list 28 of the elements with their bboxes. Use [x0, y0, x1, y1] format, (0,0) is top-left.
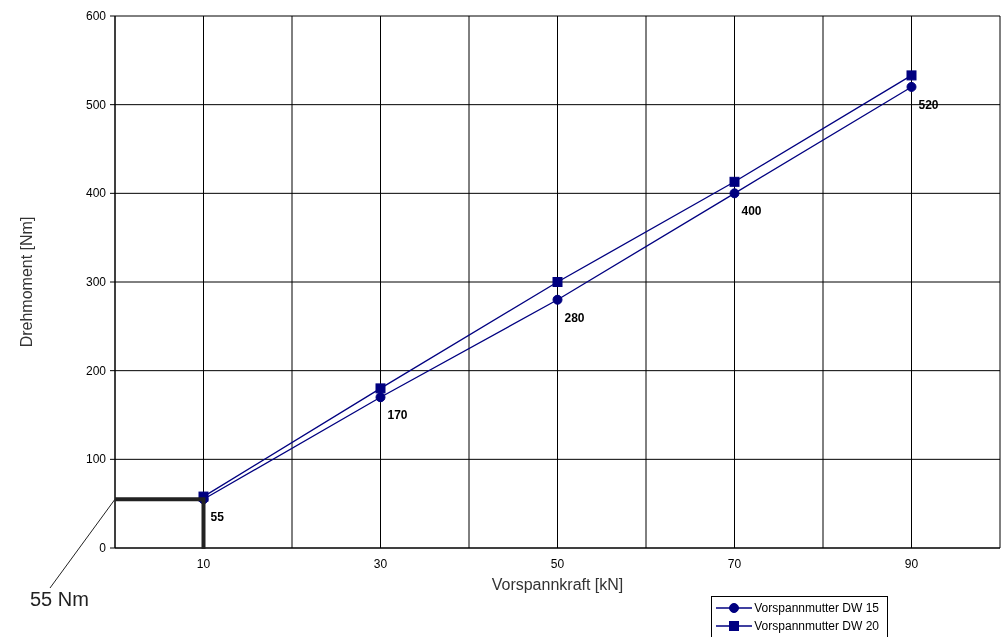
y-tick-label: 300 — [85, 275, 107, 289]
point — [729, 176, 740, 187]
legend-label: Vorspannmutter DW 15 — [754, 601, 879, 615]
point — [729, 188, 740, 199]
legend-label: Vorspannmutter DW 20 — [754, 619, 879, 633]
point — [906, 81, 917, 92]
x-tick-label: 10 — [196, 557, 211, 571]
point — [552, 294, 563, 305]
data-label: 280 — [564, 310, 585, 325]
x-axis-title: Vorspannkraft [kN] — [491, 576, 624, 593]
text: 55 Nm — [30, 588, 89, 611]
x-tick-label: 90 — [904, 557, 919, 571]
y-tick-label: 0 — [99, 541, 107, 555]
y-tick-label: 200 — [85, 363, 107, 378]
data-label: 55 — [210, 510, 225, 525]
point — [906, 70, 917, 81]
point — [552, 277, 563, 287]
point — [375, 383, 386, 394]
y-tick-label: 600 — [85, 9, 107, 23]
x-tick-label: 70 — [727, 557, 742, 571]
y-tick-label: 500 — [85, 97, 107, 112]
data-label: 400 — [741, 204, 762, 219]
data-label: 170 — [387, 408, 408, 423]
x-tick-label: 30 — [373, 557, 388, 571]
y-tick-label: 400 — [85, 186, 107, 201]
y-axis-title: Drehmoment [Nm] — [17, 216, 35, 348]
x-tick-label: 50 — [550, 557, 565, 571]
y-tick-label: 100 — [85, 452, 107, 467]
